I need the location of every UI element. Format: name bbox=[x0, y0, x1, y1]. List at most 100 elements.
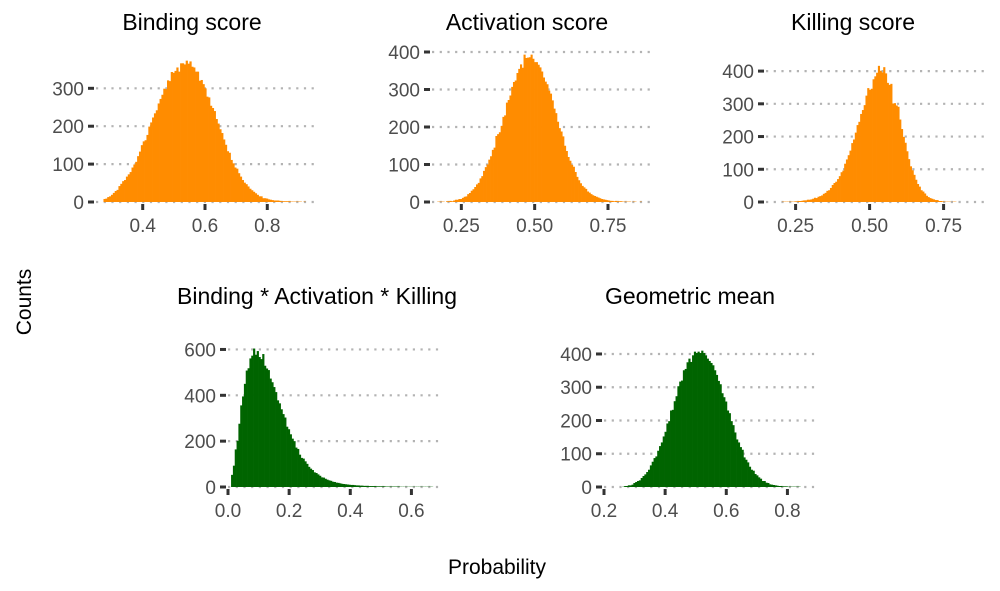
y-tick-label: 100 bbox=[52, 155, 84, 176]
histogram-bar bbox=[908, 159, 911, 202]
histogram-bar bbox=[847, 155, 850, 202]
histogram-bar bbox=[368, 486, 371, 487]
histogram-bar bbox=[548, 90, 551, 202]
y-tick-label: 400 bbox=[184, 386, 216, 407]
histogram-bar bbox=[721, 393, 724, 487]
histogram-bar bbox=[772, 485, 775, 487]
histogram-bar bbox=[258, 196, 261, 202]
histogram-bar bbox=[357, 485, 360, 487]
histogram-bar bbox=[831, 184, 834, 202]
y-tick-label: 600 bbox=[184, 340, 216, 361]
histogram-bar bbox=[635, 482, 638, 487]
x-tick-label: 0.25 bbox=[443, 216, 480, 237]
y-tick-label: 100 bbox=[388, 156, 420, 177]
histogram-bar bbox=[819, 196, 822, 202]
x-tick-label: 0.25 bbox=[777, 216, 814, 237]
histogram-bar bbox=[232, 465, 236, 487]
histogram-bar bbox=[564, 145, 567, 202]
y-tick-label: 0 bbox=[205, 478, 216, 499]
histogram-bar bbox=[569, 160, 572, 202]
histogram-bar bbox=[346, 484, 349, 487]
histogram-bar bbox=[234, 449, 237, 487]
histogram-bar bbox=[815, 198, 818, 202]
histogram-bar bbox=[805, 200, 808, 202]
histogram-bar bbox=[204, 88, 207, 202]
histogram-bar bbox=[254, 354, 258, 487]
x-tick-label: 0.2 bbox=[591, 501, 617, 522]
histogram-bar bbox=[624, 486, 627, 487]
histogram-bar bbox=[155, 110, 159, 202]
histogram-bar bbox=[267, 199, 271, 202]
histogram-bar bbox=[168, 81, 172, 202]
histogram-bar bbox=[297, 448, 300, 487]
histogram-bar bbox=[897, 106, 900, 202]
histogram-bar bbox=[260, 359, 263, 487]
histogram-bar bbox=[282, 414, 285, 487]
histogram-bar bbox=[528, 57, 531, 202]
histogram-bar bbox=[245, 184, 248, 202]
histogram-bar bbox=[690, 361, 693, 487]
histogram-bar bbox=[460, 199, 463, 202]
histogram-bar bbox=[941, 201, 944, 202]
histogram-bar bbox=[344, 484, 347, 487]
histogram-bar bbox=[193, 67, 196, 202]
histogram-bar bbox=[662, 436, 665, 487]
histogram-bar bbox=[350, 484, 353, 487]
histogram-bar bbox=[900, 129, 904, 202]
histogram-bar bbox=[761, 481, 764, 487]
histogram-bar bbox=[271, 200, 274, 202]
histogram-bar bbox=[236, 440, 239, 487]
histogram-bar bbox=[339, 483, 342, 487]
histogram-bar bbox=[725, 401, 728, 487]
histogram-bar bbox=[247, 368, 250, 487]
histogram-bar bbox=[202, 84, 205, 202]
histogram-bar bbox=[754, 474, 757, 487]
histogram-bar bbox=[490, 156, 493, 202]
histogram-bar bbox=[817, 196, 820, 202]
histogram-bar bbox=[726, 410, 730, 487]
y-tick-label: 300 bbox=[388, 81, 420, 102]
histogram-bar bbox=[377, 486, 380, 487]
x-tick-label: 0.50 bbox=[851, 216, 888, 237]
histogram-bar bbox=[112, 192, 116, 202]
histogram-bar bbox=[712, 365, 715, 487]
histogram-bar bbox=[853, 139, 856, 202]
histogram-bar bbox=[191, 66, 194, 202]
histogram-bar bbox=[213, 111, 216, 202]
histogram-bar bbox=[535, 62, 538, 203]
histogram-bar bbox=[267, 370, 270, 487]
histogram-bar bbox=[883, 67, 886, 202]
histogram-bar bbox=[282, 201, 286, 202]
histogram-bar bbox=[328, 480, 331, 487]
histogram-bar bbox=[505, 102, 509, 203]
histogram-bar bbox=[493, 147, 496, 203]
histogram-bar bbox=[172, 72, 175, 202]
histogram-bar bbox=[180, 63, 183, 203]
histogram-bar bbox=[741, 449, 744, 487]
histogram-bar bbox=[170, 72, 173, 203]
histogram-bar bbox=[544, 81, 547, 203]
x-tick-label: 0.8 bbox=[774, 501, 800, 522]
histogram-bar bbox=[298, 454, 302, 487]
histogram-bar bbox=[302, 458, 305, 487]
histogram-bar bbox=[767, 483, 770, 487]
histogram-bar bbox=[863, 105, 866, 202]
histogram-bar bbox=[534, 62, 537, 203]
y-tick-label: 400 bbox=[388, 43, 420, 64]
histogram-bar bbox=[922, 191, 925, 202]
histogram-bar bbox=[595, 196, 598, 202]
histogram-bar bbox=[886, 82, 889, 202]
histogram-bar bbox=[877, 65, 881, 202]
histogram-bar bbox=[161, 94, 164, 202]
histogram-bar bbox=[306, 463, 309, 487]
panel-title: Binding score bbox=[122, 9, 261, 35]
histogram-bar bbox=[251, 190, 254, 202]
histogram-bar bbox=[228, 152, 231, 202]
histogram-bar bbox=[541, 71, 544, 202]
histogram-bar bbox=[456, 199, 459, 202]
histogram-bar bbox=[504, 115, 507, 203]
histogram-bar bbox=[286, 426, 289, 487]
histogram-bar bbox=[195, 71, 198, 202]
histogram-bar bbox=[704, 355, 708, 487]
x-tick-label: 0.4 bbox=[130, 216, 157, 237]
